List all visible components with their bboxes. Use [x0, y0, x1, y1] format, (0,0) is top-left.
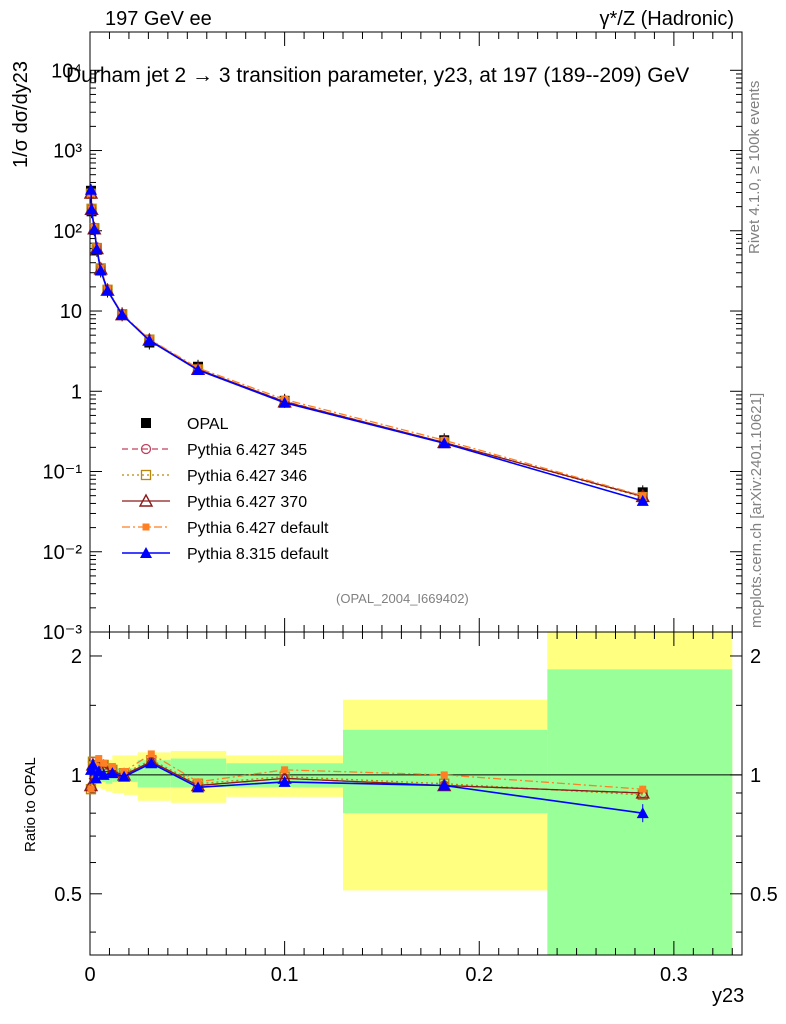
ratio-point [108, 763, 116, 771]
data-point [278, 396, 291, 408]
ratio-point [438, 779, 451, 791]
x-tick-label: 0.3 [660, 964, 688, 986]
header-left: 197 GeV ee [105, 8, 212, 30]
ratio-point [192, 781, 205, 793]
legend-label: Pythia 8.315 default [187, 546, 329, 563]
legend-label: Pythia 6.427 370 [187, 494, 307, 511]
legend-entry: Pythia 8.315 default [122, 546, 329, 563]
legend-entry: Pythia 6.427 346 [122, 468, 307, 485]
legend-entry: Pythia 6.427 370 [122, 494, 307, 511]
series-line-pythia-8-315-default [90, 189, 643, 502]
legend-entry: Pythia 6.427 345 [122, 442, 307, 459]
data-point [143, 334, 156, 346]
data-point [85, 203, 98, 215]
data-point [88, 223, 101, 235]
x-tick-label: 0.1 [271, 964, 299, 986]
ratio-point [89, 772, 102, 784]
data-point [438, 437, 451, 449]
legend-marker [140, 443, 152, 455]
ratio-point [278, 775, 291, 787]
ratio-point [118, 770, 131, 782]
main-title: Durham jet 2 → 3 transition parameter, y… [66, 64, 690, 87]
y-tick-label: 10⁴ [51, 60, 82, 82]
ratio-y-tick-label-right: 0.5 [750, 884, 778, 906]
legend-entry: OPAL [187, 416, 229, 433]
data-point [101, 284, 114, 296]
legend-entry: Pythia 6.427 default [122, 520, 329, 537]
x-tick-label: 0.2 [465, 964, 493, 986]
legend-label: Pythia 6.427 default [187, 520, 329, 537]
series-line-pythia-6-427-370 [90, 193, 643, 497]
legend-label: Pythia 6.427 345 [187, 442, 307, 459]
data-point [192, 364, 205, 376]
main-plot-frame [89, 31, 743, 633]
legend-marker [141, 418, 151, 428]
ratio-point [440, 771, 448, 779]
y-tick-label: 10⁻² [43, 542, 83, 564]
ratio-y-tick-label: 0.5 [54, 884, 82, 906]
data-point [90, 243, 103, 255]
y-tick-label: 10² [53, 221, 82, 243]
ratio-y-tick-label: 1 [71, 765, 82, 787]
ratio-point [97, 768, 110, 780]
y-tick-label: 10³ [53, 141, 82, 163]
data-point [84, 183, 97, 195]
ratio-point [100, 759, 108, 767]
ratio-point [87, 785, 95, 793]
ratio-point [95, 755, 103, 763]
data-point [94, 264, 107, 276]
legend-marker [138, 493, 154, 507]
rivet-label: Rivet 4.1.0, ≥ 100k events [746, 80, 763, 254]
ratio-point [639, 785, 647, 793]
y-axis-label-main: 1/σ dσ/dy23 [10, 61, 32, 168]
x-tick-label: 0 [84, 964, 95, 986]
ratio-point [281, 766, 289, 774]
series-line-pythia-6-427-default [90, 193, 643, 497]
ratio-line-pythia-6-427-346 [90, 759, 643, 796]
x-axis-label: y23 [712, 985, 745, 1007]
ratio-point [145, 757, 158, 769]
data-point [116, 308, 129, 320]
ratio-point [86, 758, 99, 770]
legend-marker [140, 547, 152, 558]
ratio-point [106, 767, 119, 779]
legend-label: Pythia 6.427 346 [187, 468, 307, 485]
legend-marker [142, 523, 150, 531]
y-tick-label: 10 [60, 301, 82, 323]
header-right: γ*/Z (Hadronic) [599, 8, 734, 30]
analysis-watermark: (OPAL_2004_I669402) [336, 591, 469, 606]
mcplots-label: mcplots.cern.ch [arXiv:2401.10621] [748, 392, 765, 628]
y-tick-label: 10⁻¹ [43, 462, 83, 484]
y-tick-label: 1 [71, 381, 82, 403]
series-line-pythia-6-427-345 [90, 193, 643, 497]
series-line-pythia-6-427-346 [90, 193, 643, 498]
y-tick-label: 10⁻³ [43, 622, 83, 644]
y-axis-label-ratio: Ratio to OPAL [22, 757, 39, 852]
ratio-y-tick-label: 2 [71, 646, 82, 668]
legend-label: OPAL [187, 416, 229, 433]
ratio-point [636, 807, 649, 819]
data-point [636, 494, 649, 506]
ratio-y-tick-label-right: 1 [750, 765, 761, 787]
ratio-point [147, 750, 155, 758]
legend-marker [140, 469, 152, 481]
ratio-y-tick-label-right: 2 [750, 646, 761, 668]
